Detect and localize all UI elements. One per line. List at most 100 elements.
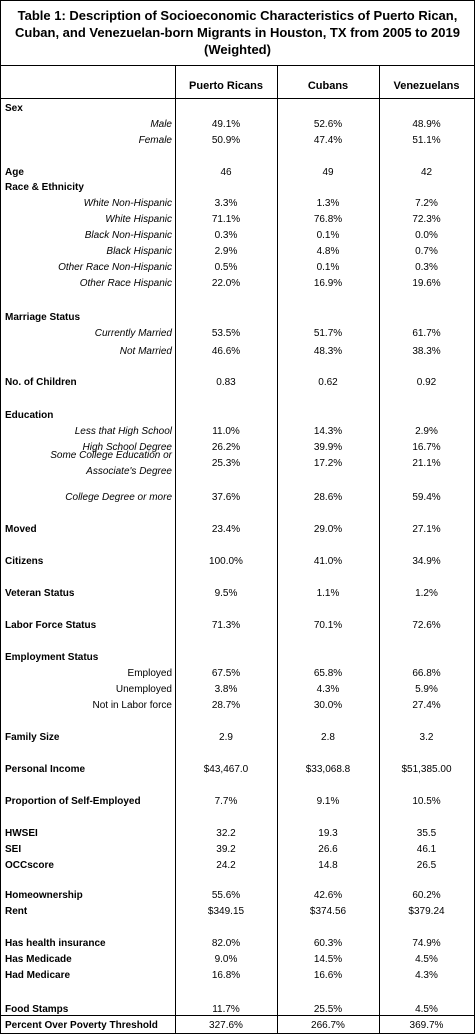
cell-value: 0.3% xyxy=(415,262,438,273)
row-label-continued: Associate's Degree xyxy=(86,466,172,477)
bottom-divider xyxy=(1,1015,474,1016)
cell-value: 0.62 xyxy=(318,377,338,388)
cell-value: 0.5% xyxy=(214,262,238,273)
cell-value: 26.6 xyxy=(318,844,338,855)
table-title-line-3: (Weighted) xyxy=(204,42,271,57)
column-divider xyxy=(175,66,176,1033)
row-label: Male xyxy=(150,119,172,130)
cell-value: 47.4% xyxy=(313,135,343,146)
cell-value: 49 xyxy=(322,167,334,178)
table-row: High School Degree 26.2% 39.9% 16.7% xyxy=(1,441,474,457)
cell-value: 0.3% xyxy=(214,230,238,241)
row-label: Rent xyxy=(5,906,28,917)
cell-value: 52.6% xyxy=(313,119,343,130)
row-label: Labor Force Status xyxy=(5,620,97,631)
table-row: Age 46 49 42 xyxy=(1,166,474,182)
column-header-cubans: Cubans xyxy=(307,80,349,92)
column-header-puerto-ricans: Puerto Ricans xyxy=(189,80,263,92)
cell-value: 26.2% xyxy=(211,442,241,453)
row-label: College Degree or more xyxy=(65,492,172,503)
cell-value: $374.56 xyxy=(309,906,347,917)
row-label: No. of Children xyxy=(5,377,77,388)
cell-value: 28.6% xyxy=(313,492,343,503)
table-row: Percent Over Poverty Threshold 327.6% 266.… xyxy=(1,1019,474,1035)
header-divider xyxy=(1,98,474,99)
cell-value: 70.1% xyxy=(313,620,343,631)
row-label: Other Race Non-Hispanic xyxy=(58,262,172,273)
table-row: White Hispanic 71.1% 76.8% 72.3% xyxy=(1,213,474,229)
cell-value: 2.9 xyxy=(219,732,233,743)
cell-value: 23.4% xyxy=(211,524,241,535)
cell-value: 11.0% xyxy=(212,426,240,437)
cell-value: 29.0% xyxy=(313,524,343,535)
cell-value: 10.5% xyxy=(412,796,441,807)
table-row: Female 50.9% 47.4% 51.1% xyxy=(1,134,474,150)
cell-value: 37.6% xyxy=(211,492,241,503)
cell-value: 14.3% xyxy=(313,426,343,437)
row-label: Black Non-Hispanic xyxy=(84,230,172,241)
cell-value: 4.3% xyxy=(316,684,340,695)
cell-value: 17.2% xyxy=(313,458,343,469)
cell-value: 48.9% xyxy=(412,119,441,130)
cell-value: 1.1% xyxy=(316,588,340,599)
table-row: Less that High School 11.0% 14.3% 2.9% xyxy=(1,425,474,441)
table-row: Personal Income $43,467.0 $33,068.8 $51,385… xyxy=(1,763,474,779)
cell-value: 42.6% xyxy=(313,890,343,901)
row-label: HWSEI xyxy=(5,828,38,839)
table-row: White Non-Hispanic 3.3% 1.3% 7.2% xyxy=(1,197,474,213)
cell-value: $349.15 xyxy=(207,906,245,917)
cell-value: 25.5% xyxy=(313,1004,343,1015)
row-label: Family Size xyxy=(5,732,60,743)
column-divider xyxy=(277,66,278,1033)
cell-value: 9.5% xyxy=(214,588,238,599)
table-row: Labor Force Status 71.3% 70.1% 72.6% xyxy=(1,619,474,635)
table-title: Table 1: Description of Socioeconomic Ch… xyxy=(1,1,474,66)
cell-value: 14.8 xyxy=(318,860,338,871)
row-label: Marriage Status xyxy=(5,312,81,323)
cell-value: 51.7% xyxy=(313,328,343,339)
cell-value: 22.0% xyxy=(211,278,241,289)
row-label: Less that High School xyxy=(74,426,172,437)
row-label: High School Degree xyxy=(82,442,173,453)
cell-value: 42 xyxy=(420,167,433,178)
cell-value: 28.7% xyxy=(211,700,241,711)
cell-value: 53.5% xyxy=(211,328,241,339)
cell-value: 46.6% xyxy=(211,346,241,357)
cell-value: 72.6% xyxy=(412,620,441,631)
cell-value: 76.8% xyxy=(313,214,343,225)
cell-value: 60.2% xyxy=(412,890,441,901)
row-label: White Non-Hispanic xyxy=(83,198,172,209)
cell-value: 72.3% xyxy=(412,214,441,225)
table-row: Currently Married 53.5% 51.7% 61.7% xyxy=(1,327,474,343)
table-row: Has health insurance 82.0% 60.3% 74.9% xyxy=(1,937,474,953)
cell-value: 46 xyxy=(220,167,232,178)
cell-value: 25.3% xyxy=(211,458,241,469)
cell-value: 9.1% xyxy=(316,796,340,807)
cell-value: 49.1% xyxy=(211,119,241,130)
row-label: Veteran Status xyxy=(5,588,75,599)
cell-value: 46.1 xyxy=(416,844,437,855)
row-label: Unemployed xyxy=(115,684,172,695)
cell-value: 9.0% xyxy=(214,954,238,965)
row-label: Personal Income xyxy=(5,764,86,775)
cell-value: 2.9% xyxy=(415,426,438,437)
cell-value: 4.3% xyxy=(415,970,438,981)
table-row: Sex xyxy=(1,102,474,118)
table-row: Rent $349.15 $374.56 $379.24 xyxy=(1,905,474,921)
column-header-venezuelans: Venezuelans xyxy=(393,80,460,92)
table-row: Citizens 100.0% 41.0% 34.9% xyxy=(1,555,474,571)
cell-value: 7.2% xyxy=(415,198,438,209)
row-label: Percent Over Poverty Threshold xyxy=(5,1020,158,1031)
table-row: OCCscore 24.2 14.8 26.5 xyxy=(1,859,474,875)
cell-value: 5.9% xyxy=(415,684,438,695)
cell-value: 0.1% xyxy=(316,262,340,273)
cell-value: 266.7% xyxy=(311,1020,345,1031)
cell-value: 16.7% xyxy=(412,442,441,453)
cell-value: 59.4% xyxy=(412,492,441,503)
cell-value: 65.8% xyxy=(313,668,343,679)
row-label: Moved xyxy=(5,524,37,535)
row-label: Currently Married xyxy=(94,328,172,339)
table-row: Unemployed 3.8% 4.3% 5.9% xyxy=(1,683,474,699)
cell-value: 35.5 xyxy=(416,828,437,839)
cell-value: 100.0% xyxy=(209,556,243,567)
